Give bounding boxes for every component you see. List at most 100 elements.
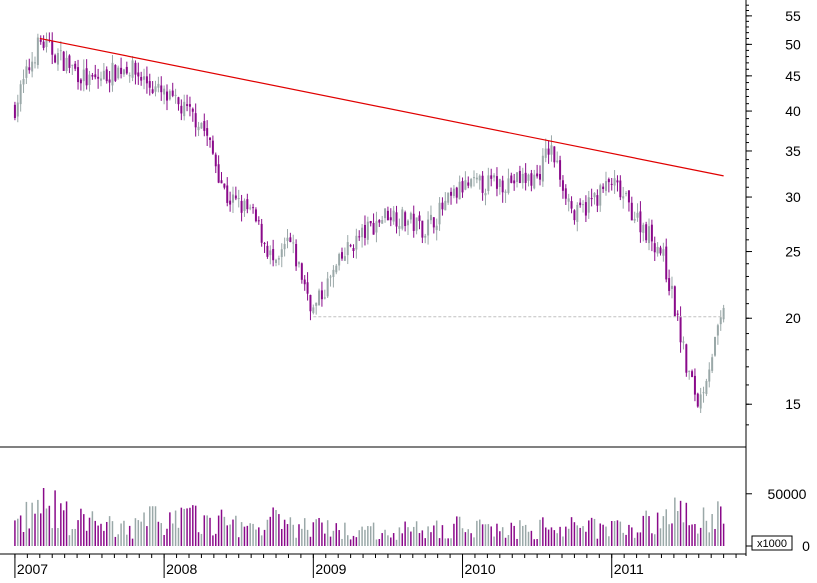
trendline [39, 37, 724, 177]
candle-body [444, 200, 447, 211]
candle-body [366, 221, 369, 240]
candle-body [28, 67, 31, 71]
candle-body [272, 249, 275, 261]
candle-body [42, 41, 45, 48]
candle-body [716, 325, 719, 336]
candle-body [544, 148, 547, 158]
candle-body [65, 57, 68, 71]
candle-body [257, 220, 260, 222]
candle-body [252, 207, 255, 209]
candle-body [401, 209, 404, 229]
candle-body [596, 195, 599, 206]
candle-body [94, 74, 97, 78]
candle-body [404, 212, 407, 227]
candle-body [315, 302, 318, 306]
candle-body [639, 211, 642, 233]
candle-body [398, 226, 401, 229]
candle-body [708, 369, 711, 382]
candle-body [645, 224, 648, 241]
candle-body [45, 39, 48, 48]
candle-body [613, 178, 616, 186]
candle-body [547, 148, 550, 155]
candle-body [231, 194, 234, 203]
candle-body [668, 278, 671, 291]
candle-body [335, 265, 338, 273]
candle-body [332, 269, 335, 277]
candle-body [105, 69, 108, 82]
candle-body [363, 224, 366, 238]
candle-body [573, 210, 576, 221]
candle-body [527, 174, 530, 181]
candle-body [538, 174, 541, 180]
candle-body [636, 212, 639, 218]
candle-body [203, 121, 206, 131]
x-tick-label: 2008 [166, 561, 197, 577]
candle-body [128, 75, 131, 77]
candle-body [458, 181, 461, 200]
candle-body [229, 200, 232, 205]
candle-body [329, 276, 332, 278]
candle-body [111, 62, 114, 86]
candle-body [467, 182, 470, 186]
candle-body [409, 213, 412, 220]
candle-body [450, 191, 453, 196]
candle-body [530, 173, 533, 186]
candle-body [579, 202, 582, 206]
candle-body [137, 72, 140, 77]
candle-body [510, 175, 513, 183]
candle-body [392, 210, 395, 222]
candle-body [200, 122, 203, 129]
candle-body [125, 66, 128, 74]
price-tick-label: 30 [785, 189, 801, 205]
candle-body [633, 218, 636, 221]
candle-body [309, 294, 312, 312]
candle-body [386, 210, 389, 221]
candle-body [143, 76, 146, 80]
candle-body [217, 164, 220, 183]
candle-body [31, 61, 34, 72]
candle-body [306, 282, 309, 294]
candle-body [676, 313, 679, 315]
candle-body [435, 225, 438, 231]
candle-body [659, 247, 662, 254]
candle-body [303, 279, 306, 285]
candle-body [188, 104, 191, 107]
candle-body [441, 202, 444, 210]
price-tick-label: 45 [785, 68, 801, 84]
candle-body [567, 198, 570, 202]
candle-body [455, 187, 458, 198]
candle-body [122, 69, 125, 75]
volume-unit-label: x1000 [757, 538, 787, 550]
candle-body [714, 337, 717, 356]
candle-body [662, 249, 665, 256]
candle-body [719, 317, 722, 325]
candle-body [625, 192, 628, 195]
candle-body [171, 90, 174, 96]
candle-body [25, 66, 28, 78]
candle-body [484, 193, 487, 196]
candle-body [553, 146, 556, 163]
candle-body [418, 215, 421, 222]
candle-body [711, 357, 714, 371]
candle-body [266, 245, 269, 257]
candle-body [254, 209, 257, 222]
candle-body [556, 160, 559, 163]
candle-body [88, 74, 91, 85]
candle-body [524, 172, 527, 183]
candle-body [54, 55, 57, 63]
candle-body [163, 88, 166, 95]
candle-body [622, 196, 625, 199]
candle-body [415, 217, 418, 231]
candle-body [478, 175, 481, 181]
candle-body [154, 86, 157, 92]
candle-body [650, 224, 653, 242]
candle-body [607, 179, 610, 183]
price-tick-label: 20 [785, 310, 801, 326]
candle-body [34, 62, 37, 64]
candle-body [145, 76, 148, 84]
candle-body [372, 222, 375, 235]
candle-body [323, 297, 326, 299]
candle-body [653, 243, 656, 253]
candle-body [194, 113, 197, 128]
